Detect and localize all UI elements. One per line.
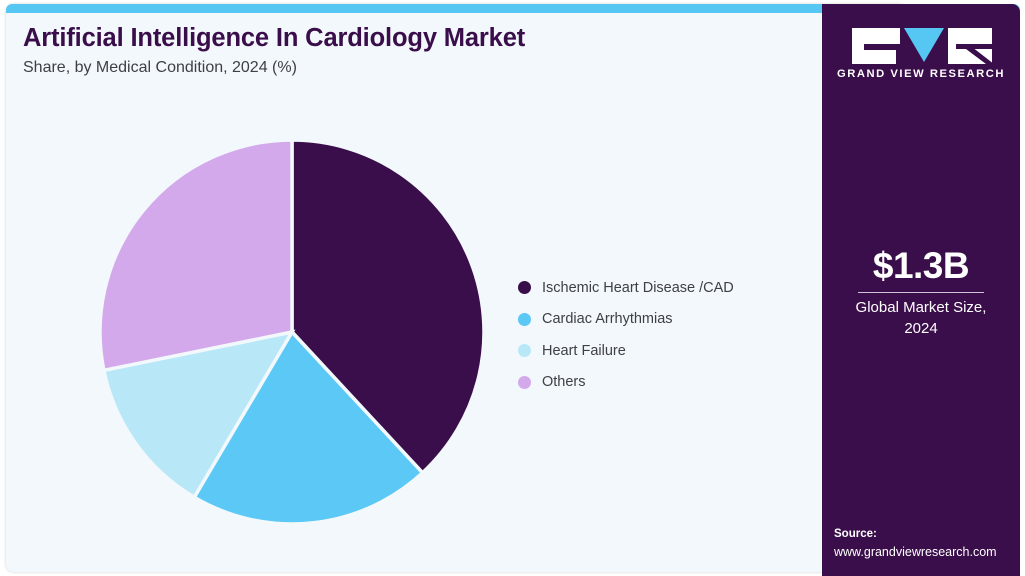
legend-swatch-icon bbox=[518, 344, 531, 358]
stat-caption: Global Market Size, 2024 bbox=[855, 299, 987, 337]
legend-label: Others bbox=[542, 374, 586, 391]
stat-value: $1.3B bbox=[872, 245, 970, 286]
pie-slice bbox=[98, 138, 294, 373]
brand-name: GRAND VIEW RESEARCH bbox=[836, 68, 1006, 80]
brand-panel: GRAND VIEW RESEARCH $1.3B Global Market … bbox=[822, 4, 1020, 576]
legend-swatch-icon bbox=[518, 281, 531, 295]
pie-chart-svg bbox=[98, 138, 486, 526]
chart-legend: Ischemic Heart Disease /CAD Cardiac Arrhy… bbox=[518, 272, 808, 398]
page-subtitle: Share, by Medical Condition, 2024 (%) bbox=[23, 59, 297, 76]
legend-swatch-icon bbox=[518, 375, 531, 389]
legend-item[interactable]: Ischemic Heart Disease /CAD bbox=[518, 272, 808, 304]
pie-slice bbox=[101, 329, 296, 500]
gvr-logo-icon bbox=[852, 28, 994, 64]
legend-item[interactable]: Cardiac Arrhythmias bbox=[518, 304, 808, 336]
top-accent-bar bbox=[6, 4, 1020, 13]
source-label: Source: bbox=[834, 528, 877, 540]
legend-swatch-icon bbox=[518, 312, 531, 326]
legend-item[interactable]: Heart Failure bbox=[518, 335, 808, 367]
stat-divider bbox=[858, 292, 984, 293]
legend-item[interactable]: Others bbox=[518, 367, 808, 399]
legend-label: Heart Failure bbox=[542, 342, 626, 359]
legend-label: Ischemic Heart Disease /CAD bbox=[542, 279, 734, 296]
legend-label: Cardiac Arrhythmias bbox=[542, 311, 673, 328]
pie-chart bbox=[96, 136, 488, 528]
pie-slice bbox=[290, 138, 486, 476]
pie-slice bbox=[191, 329, 426, 526]
page-title: Artificial Intelligence In Cardiology Ma… bbox=[23, 24, 526, 52]
source-url[interactable]: www.grandviewresearch.com bbox=[834, 545, 997, 559]
